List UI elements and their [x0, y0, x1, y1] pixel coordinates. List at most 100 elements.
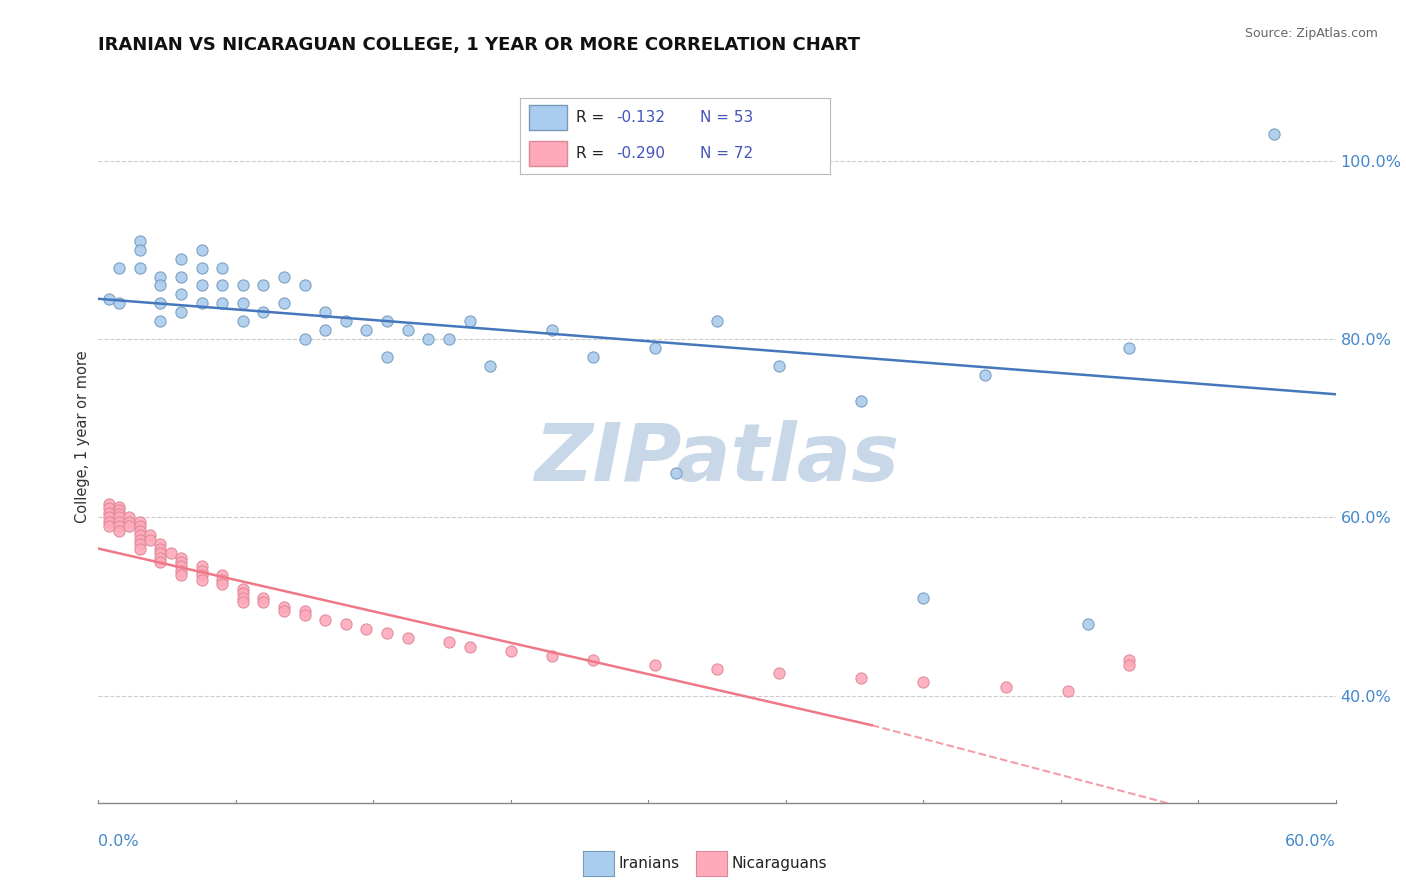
Point: [273, 599, 295, 614]
Point: [170, 564, 193, 578]
Point: [149, 550, 172, 565]
Point: [170, 252, 193, 266]
Point: [232, 591, 254, 605]
Point: [1056, 684, 1078, 698]
Point: [437, 332, 460, 346]
Point: [149, 296, 172, 310]
Point: [314, 305, 336, 319]
Text: Nicaraguans: Nicaraguans: [731, 856, 827, 871]
Point: [706, 662, 728, 676]
Point: [706, 314, 728, 328]
Point: [149, 546, 172, 560]
Text: N = 72: N = 72: [700, 146, 752, 161]
Point: [314, 613, 336, 627]
Point: [190, 573, 212, 587]
Point: [149, 278, 172, 293]
Point: [252, 305, 274, 319]
Point: [128, 243, 150, 257]
Point: [108, 510, 131, 524]
Point: [375, 314, 398, 328]
Point: [139, 528, 162, 542]
Point: [211, 278, 233, 293]
Point: [128, 541, 150, 556]
Point: [128, 234, 150, 248]
Point: [232, 595, 254, 609]
Point: [252, 595, 274, 609]
Point: [97, 506, 120, 520]
Point: [170, 550, 193, 565]
Point: [912, 591, 935, 605]
Point: [170, 305, 193, 319]
Point: [211, 296, 233, 310]
Point: [128, 537, 150, 551]
Point: [118, 510, 141, 524]
Point: [375, 350, 398, 364]
Point: [108, 519, 131, 533]
Point: [128, 533, 150, 547]
Point: [190, 243, 212, 257]
Point: [458, 314, 481, 328]
Point: [644, 657, 666, 672]
Point: [1263, 127, 1285, 141]
Point: [211, 577, 233, 591]
Point: [294, 278, 316, 293]
Point: [273, 604, 295, 618]
Text: -0.132: -0.132: [616, 110, 665, 125]
Point: [356, 622, 378, 636]
Point: [396, 323, 419, 337]
Point: [97, 501, 120, 516]
Point: [128, 519, 150, 533]
Bar: [530, 141, 567, 166]
Point: [190, 564, 212, 578]
Point: [582, 653, 605, 667]
Point: [108, 500, 131, 514]
Text: R =: R =: [576, 110, 609, 125]
Point: [190, 278, 212, 293]
Point: [768, 359, 790, 373]
Point: [232, 278, 254, 293]
Point: [582, 350, 605, 364]
Text: 0.0%: 0.0%: [98, 834, 139, 849]
Point: [994, 680, 1017, 694]
Point: [97, 497, 120, 511]
Point: [665, 466, 688, 480]
Text: -0.290: -0.290: [616, 146, 665, 161]
Point: [128, 515, 150, 529]
Point: [232, 314, 254, 328]
Point: [1118, 657, 1140, 672]
Point: [108, 503, 131, 517]
Point: [211, 260, 233, 275]
Point: [118, 519, 141, 533]
Point: [128, 260, 150, 275]
Point: [149, 537, 172, 551]
Point: [294, 608, 316, 623]
Point: [1077, 617, 1099, 632]
Point: [170, 269, 193, 284]
Point: [294, 332, 316, 346]
Point: [108, 507, 131, 521]
Point: [211, 573, 233, 587]
Point: [1118, 653, 1140, 667]
Point: [190, 296, 212, 310]
Point: [170, 559, 193, 574]
Point: [149, 314, 172, 328]
Point: [97, 510, 120, 524]
Text: IRANIAN VS NICARAGUAN COLLEGE, 1 YEAR OR MORE CORRELATION CHART: IRANIAN VS NICARAGUAN COLLEGE, 1 YEAR OR…: [98, 36, 860, 54]
Point: [149, 269, 172, 284]
Point: [273, 269, 295, 284]
Point: [273, 296, 295, 310]
Point: [170, 568, 193, 582]
Point: [118, 515, 141, 529]
Point: [252, 591, 274, 605]
Point: [437, 635, 460, 649]
Y-axis label: College, 1 year or more: College, 1 year or more: [75, 351, 90, 524]
Point: [644, 341, 666, 355]
Point: [139, 533, 162, 547]
Point: [314, 323, 336, 337]
Point: [851, 671, 873, 685]
Point: [108, 515, 131, 529]
Bar: [530, 105, 567, 130]
Point: [252, 278, 274, 293]
Point: [768, 666, 790, 681]
Point: [418, 332, 440, 346]
